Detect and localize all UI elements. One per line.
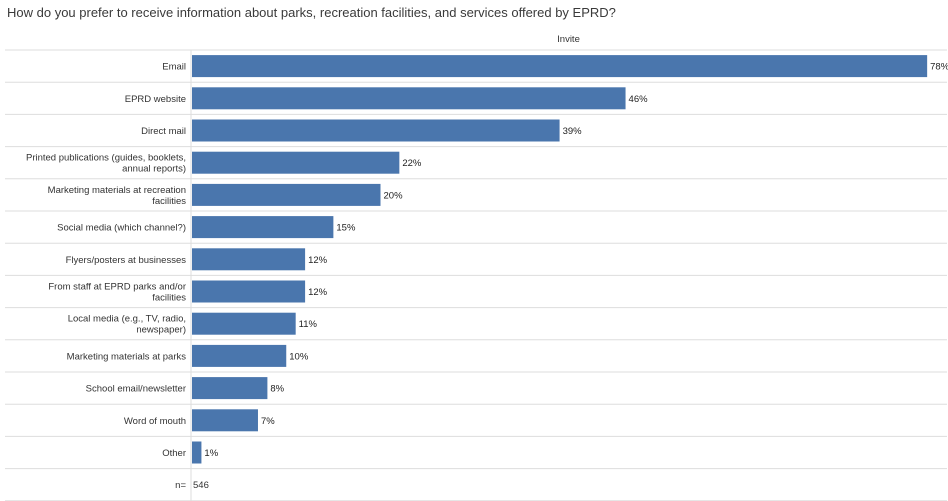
value-label: 46% <box>629 94 649 105</box>
category-label: Flyers/posters at businesses <box>66 255 187 266</box>
value-label: 20% <box>384 190 404 201</box>
value-label: 12% <box>308 255 328 266</box>
bar <box>192 344 287 367</box>
category-label: Social media (which channel?) <box>57 223 186 234</box>
category-label: Printed publications (guides, booklets, <box>26 153 186 164</box>
category-label: Marketing materials at parks <box>67 351 187 362</box>
category-label: From staff at EPRD parks and/or <box>48 282 186 293</box>
category-label: annual reports) <box>122 164 186 175</box>
sample-size: n= 546 <box>175 480 209 491</box>
grid-lines <box>5 49 947 501</box>
n-label: n= <box>175 480 186 491</box>
series-header: Invite <box>557 34 580 45</box>
value-label: 11% <box>299 319 318 330</box>
category-label: facilities <box>152 293 186 304</box>
bar <box>192 151 400 174</box>
n-value: 546 <box>193 480 209 491</box>
value-label: 78% <box>930 62 948 73</box>
bar <box>192 119 560 142</box>
bar <box>192 409 258 432</box>
value-label: 1% <box>204 448 218 459</box>
category-label: newspaper) <box>136 325 186 336</box>
bar <box>192 183 381 206</box>
value-label: 8% <box>270 384 284 395</box>
bar <box>192 377 268 400</box>
category-label: Word of mouth <box>124 416 186 427</box>
bar <box>192 87 626 110</box>
category-label: School email/newsletter <box>86 384 186 395</box>
bar <box>192 280 306 303</box>
bar <box>192 312 296 335</box>
value-label: 7% <box>261 416 275 427</box>
category-label: facilities <box>152 196 186 207</box>
category-labels: Email EPRD website Direct mail Printed publ… <box>26 62 186 459</box>
value-label: 10% <box>289 351 309 362</box>
category-label: Marketing materials at recreation <box>48 185 186 196</box>
category-label: Local media (e.g., TV, radio, <box>68 314 186 325</box>
category-label: Direct mail <box>141 126 186 137</box>
value-labels: 78% 46% 39% 22% 20% 15% 12% 12% 11% 10% 8% 7% 1% <box>204 62 948 459</box>
bar <box>192 216 334 239</box>
bar <box>192 55 928 78</box>
category-label: EPRD website <box>125 94 186 105</box>
chart-title: How do you prefer to receive information… <box>7 5 616 20</box>
value-label: 15% <box>336 223 356 234</box>
value-label: 39% <box>563 126 583 137</box>
bars <box>192 55 928 464</box>
bar <box>192 441 202 464</box>
category-label: Email <box>162 62 186 73</box>
value-label: 12% <box>308 287 328 298</box>
category-label: Other <box>162 448 186 459</box>
bar <box>192 248 306 271</box>
value-label: 22% <box>402 158 422 169</box>
